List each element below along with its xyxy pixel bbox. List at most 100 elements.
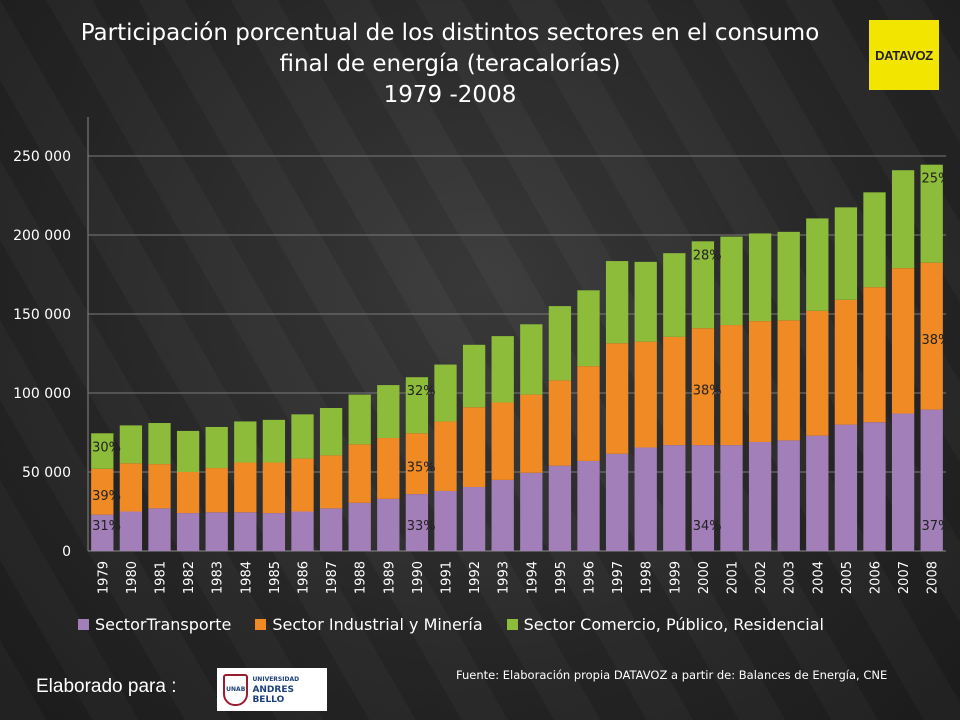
bar-industrial-1981 [148,464,171,509]
bar-industrial-1992 [462,407,486,488]
bar-industrial-1982 [176,472,200,514]
x-tick-label-1997: 1997 [611,561,626,594]
bar-comercio-1984 [234,421,257,463]
bar-transporte-2007 [891,413,915,551]
data-label-2000-s1: 38% [693,384,722,399]
unab-logo-big: ANDRES BELLO [252,684,294,705]
bar-industrial-2002 [748,321,772,442]
bar-comercio-1990 [405,377,429,434]
bar-industrial-2007 [891,268,915,414]
x-tick-label-1998: 1998 [640,561,655,594]
x-tick-label-1993: 1993 [497,561,512,594]
legend-label-industrial: Sector Industrial y Minería [272,615,483,634]
x-tick-label-1985: 1985 [268,561,283,594]
bar-industrial-1983 [205,468,228,513]
bar-industrial-1997 [605,343,629,454]
bar-comercio-1985 [262,419,286,463]
bar-comercio-1983 [205,426,228,469]
bar-transporte-1989 [377,498,400,551]
legend-swatch-industrial [255,619,267,630]
x-tick-label-1983: 1983 [211,561,226,594]
bar-industrial-2004 [806,310,829,436]
y-tick-label: 150 000 [13,307,71,323]
bar-comercio-1982 [176,430,200,472]
chart-title-line1: Participación porcentual de los distinto… [80,20,820,46]
data-label-1990-s1: 35% [407,461,436,476]
data-label-1979-s0: 31% [92,519,121,534]
bar-industrial-1995 [548,380,572,466]
x-tick-label-1982: 1982 [182,561,197,594]
datavoz-logo-text: DATAVOZ [875,47,933,63]
bar-comercio-1986 [291,414,314,459]
bar-industrial-1984 [234,462,257,513]
source-note: Fuente: Elaboración propia DATAVOZ a par… [456,668,888,682]
bar-industrial-1999 [663,336,686,446]
bar-comercio-1981 [148,423,171,465]
bar-comercio-2002 [748,233,772,322]
unab-logo-small: UNIVERSIDAD [252,675,300,683]
x-tick-label-2002: 2002 [754,561,769,594]
y-tick-label: 0 [62,544,71,560]
bar-comercio-1989 [377,385,400,439]
bar-industrial-1998 [634,341,657,448]
bar-transporte-1980 [119,511,143,551]
data-label-2000-s0: 34% [693,519,722,534]
y-tick-label: 100 000 [13,386,71,402]
bar-transporte-2000 [691,445,715,551]
bar-transporte-2008 [920,409,943,551]
bar-industrial-2008 [920,262,943,410]
bar-transporte-1995 [548,465,572,551]
bar-industrial-1991 [434,421,457,491]
bar-transporte-2006 [863,422,886,551]
legend-item-transporte: SectorTransporte [78,615,231,634]
y-tick-label: 200 000 [13,228,71,244]
x-tick-label-1987: 1987 [325,561,340,594]
x-tick-label-1986: 1986 [297,561,312,594]
x-tick-label-1990: 1990 [411,561,426,594]
bar-transporte-1996 [577,460,600,551]
bar-transporte-1991 [434,490,457,551]
bar-comercio-2004 [806,218,829,311]
bar-industrial-1980 [119,463,143,512]
bar-transporte-1982 [176,513,200,551]
bar-transporte-1993 [491,479,514,551]
bar-transporte-1983 [205,512,228,551]
bar-transporte-1992 [462,487,486,551]
bar-industrial-1993 [491,402,514,480]
bar-comercio-1999 [663,253,686,337]
legend-label-comercio: Sector Comercio, Público, Residencial [523,615,824,634]
x-tick-label-1994: 1994 [525,561,540,594]
bar-transporte-1979 [91,514,114,551]
bar-comercio-1998 [634,261,657,342]
x-tick-label-1991: 1991 [440,561,455,594]
legend-item-industrial: Sector Industrial y Minería [255,615,483,634]
x-tick-label-1988: 1988 [354,561,369,594]
legend-swatch-transporte [78,619,89,630]
bar-comercio-1987 [319,408,343,456]
y-tick-label: 250 000 [13,149,71,165]
x-tick-label-2001: 2001 [726,561,741,594]
bar-comercio-2001 [720,236,743,326]
data-label-2000-s2: 28% [693,248,722,263]
bar-industrial-2005 [834,299,858,425]
data-label-1990-s2: 32% [407,384,436,399]
legend-swatch-comercio [506,619,518,630]
bar-transporte-1998 [634,447,657,551]
bar-transporte-1997 [605,453,629,551]
elaborado-label: Elaborado para : [36,676,177,697]
bar-comercio-1996 [577,290,600,367]
bar-transporte-1985 [262,513,286,551]
bar-comercio-1993 [491,336,514,403]
bar-industrial-1987 [319,455,343,509]
bar-comercio-2006 [863,192,886,288]
bar-comercio-2008 [920,164,943,263]
chart-title-line3: 1979 -2008 [383,82,517,108]
bar-transporte-1988 [348,502,371,551]
bar-industrial-1994 [520,394,543,473]
unab-logo: UNAB UNIVERSIDAD ANDRES BELLO [217,668,327,711]
x-tick-label-1999: 1999 [668,561,683,594]
y-tick-label: 50 000 [22,465,71,481]
unab-crest-text: UNAB [226,686,246,693]
bar-comercio-1991 [434,364,457,422]
